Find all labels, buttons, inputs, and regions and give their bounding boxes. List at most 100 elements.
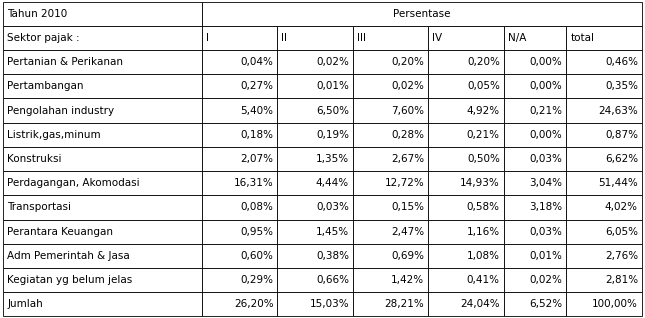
Bar [202, 195, 277, 219]
Text: 0,20%: 0,20% [392, 57, 424, 67]
Bar [202, 26, 277, 50]
Bar [504, 195, 566, 219]
Bar [277, 50, 353, 74]
Text: 100,00%: 100,00% [592, 299, 638, 309]
Bar [428, 244, 504, 268]
Bar [428, 99, 504, 123]
Bar [566, 195, 642, 219]
Bar [202, 268, 277, 292]
Text: 0,38%: 0,38% [316, 251, 349, 261]
Text: 6,52%: 6,52% [530, 299, 562, 309]
Bar [277, 171, 353, 195]
Text: 0,00%: 0,00% [530, 81, 562, 91]
Bar [428, 292, 504, 316]
Bar [504, 244, 566, 268]
Bar [353, 171, 428, 195]
Text: 6,50%: 6,50% [316, 106, 349, 115]
Text: 0,21%: 0,21% [530, 106, 562, 115]
Text: Sektor pajak :: Sektor pajak : [7, 33, 80, 43]
Text: 0,28%: 0,28% [392, 130, 424, 140]
Text: 24,63%: 24,63% [598, 106, 638, 115]
Text: 0,50%: 0,50% [467, 154, 500, 164]
Text: 0,27%: 0,27% [241, 81, 273, 91]
Text: 1,16%: 1,16% [467, 227, 500, 237]
Text: 0,87%: 0,87% [605, 130, 638, 140]
Bar [504, 50, 566, 74]
Bar [566, 50, 642, 74]
Text: 0,03%: 0,03% [530, 154, 562, 164]
Bar [566, 123, 642, 147]
Text: 0,41%: 0,41% [467, 275, 500, 285]
Text: 1,42%: 1,42% [392, 275, 424, 285]
Text: 4,92%: 4,92% [467, 106, 500, 115]
Text: 4,44%: 4,44% [316, 178, 349, 188]
Bar [3, 99, 202, 123]
Bar [504, 219, 566, 244]
Text: 0,69%: 0,69% [392, 251, 424, 261]
Text: Pertanian & Perikanan: Pertanian & Perikanan [7, 57, 123, 67]
Bar [3, 292, 202, 316]
Bar [504, 26, 566, 50]
Bar [353, 292, 428, 316]
Bar [277, 195, 353, 219]
Bar [353, 99, 428, 123]
Text: 0,18%: 0,18% [241, 130, 273, 140]
Bar [428, 195, 504, 219]
Bar [353, 123, 428, 147]
Bar [353, 195, 428, 219]
Text: 0,21%: 0,21% [467, 130, 500, 140]
Text: 2,67%: 2,67% [392, 154, 424, 164]
Text: 2,07%: 2,07% [241, 154, 273, 164]
Bar [202, 74, 277, 99]
Bar [428, 123, 504, 147]
Bar [566, 292, 642, 316]
Bar [277, 219, 353, 244]
Text: 0,02%: 0,02% [530, 275, 562, 285]
Text: 28,21%: 28,21% [384, 299, 424, 309]
Bar [353, 26, 428, 50]
Bar [353, 268, 428, 292]
Text: Perantara Keuangan: Perantara Keuangan [7, 227, 113, 237]
Bar [3, 195, 202, 219]
Bar [202, 2, 642, 26]
Text: 14,93%: 14,93% [460, 178, 500, 188]
Text: Adm Pemerintah & Jasa: Adm Pemerintah & Jasa [7, 251, 130, 261]
Bar [504, 171, 566, 195]
Bar [428, 268, 504, 292]
Text: 2,47%: 2,47% [392, 227, 424, 237]
Bar [202, 50, 277, 74]
Text: 0,05%: 0,05% [467, 81, 500, 91]
Bar [202, 292, 277, 316]
Bar [202, 244, 277, 268]
Text: Pengolahan industry: Pengolahan industry [7, 106, 114, 115]
Text: II: II [281, 33, 287, 43]
Text: Perdagangan, Akomodasi: Perdagangan, Akomodasi [7, 178, 140, 188]
Text: 0,20%: 0,20% [467, 57, 500, 67]
Text: 0,95%: 0,95% [241, 227, 273, 237]
Text: 0,04%: 0,04% [241, 57, 273, 67]
Text: 0,15%: 0,15% [392, 203, 424, 212]
Bar [3, 74, 202, 99]
Text: 7,60%: 7,60% [392, 106, 424, 115]
Text: 0,29%: 0,29% [241, 275, 273, 285]
Text: 1,35%: 1,35% [316, 154, 349, 164]
Bar [504, 292, 566, 316]
Text: 0,02%: 0,02% [392, 81, 424, 91]
Text: 3,18%: 3,18% [530, 203, 562, 212]
Text: 2,81%: 2,81% [605, 275, 638, 285]
Text: 5,40%: 5,40% [241, 106, 273, 115]
Text: 12,72%: 12,72% [384, 178, 424, 188]
Text: 26,20%: 26,20% [234, 299, 273, 309]
Bar [428, 74, 504, 99]
Text: 15,03%: 15,03% [310, 299, 349, 309]
Text: 2,76%: 2,76% [605, 251, 638, 261]
Bar [3, 268, 202, 292]
Bar [428, 26, 504, 50]
Bar [277, 268, 353, 292]
Text: 0,08%: 0,08% [241, 203, 273, 212]
Text: 0,58%: 0,58% [467, 203, 500, 212]
Text: 0,35%: 0,35% [605, 81, 638, 91]
Text: I: I [206, 33, 209, 43]
Bar [3, 244, 202, 268]
Bar [3, 219, 202, 244]
